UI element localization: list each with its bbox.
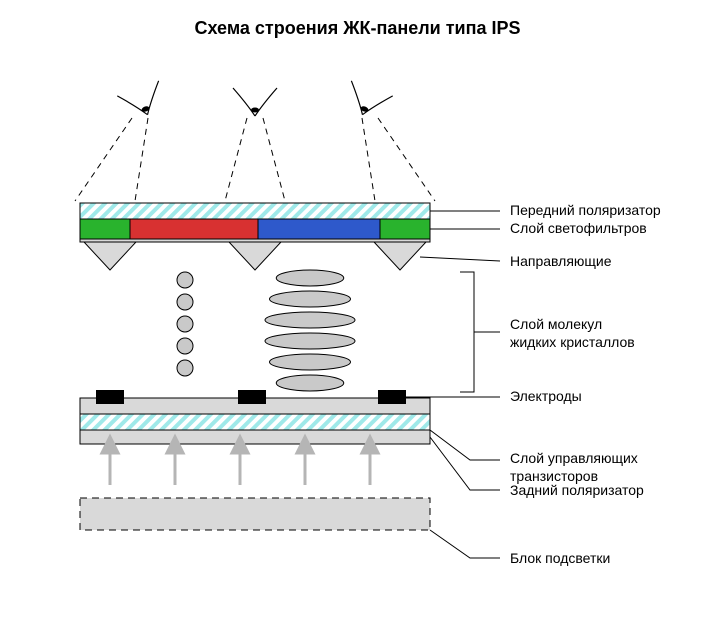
- label-electrodes: Электроды: [510, 388, 582, 406]
- label-back-polarizer: Задний поляризатор: [510, 482, 644, 500]
- label-tft-layer: Слой управляющих транзисторов: [510, 450, 638, 485]
- label-lc-layer: Слой молекул жидких кристаллов: [510, 316, 635, 351]
- label-backlight: Блок подсветки: [510, 550, 610, 568]
- label-guides: Направляющие: [510, 253, 612, 271]
- label-color-filters: Слой светофильтров: [510, 220, 647, 238]
- label-front-polarizer: Передний поляризатор: [510, 202, 661, 220]
